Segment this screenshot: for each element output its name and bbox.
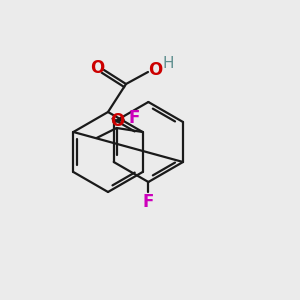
Text: O: O	[110, 112, 125, 130]
Text: F: F	[143, 193, 154, 211]
Text: F: F	[128, 109, 140, 127]
Text: H: H	[162, 56, 174, 71]
Text: O: O	[90, 59, 104, 77]
Text: O: O	[148, 61, 162, 79]
